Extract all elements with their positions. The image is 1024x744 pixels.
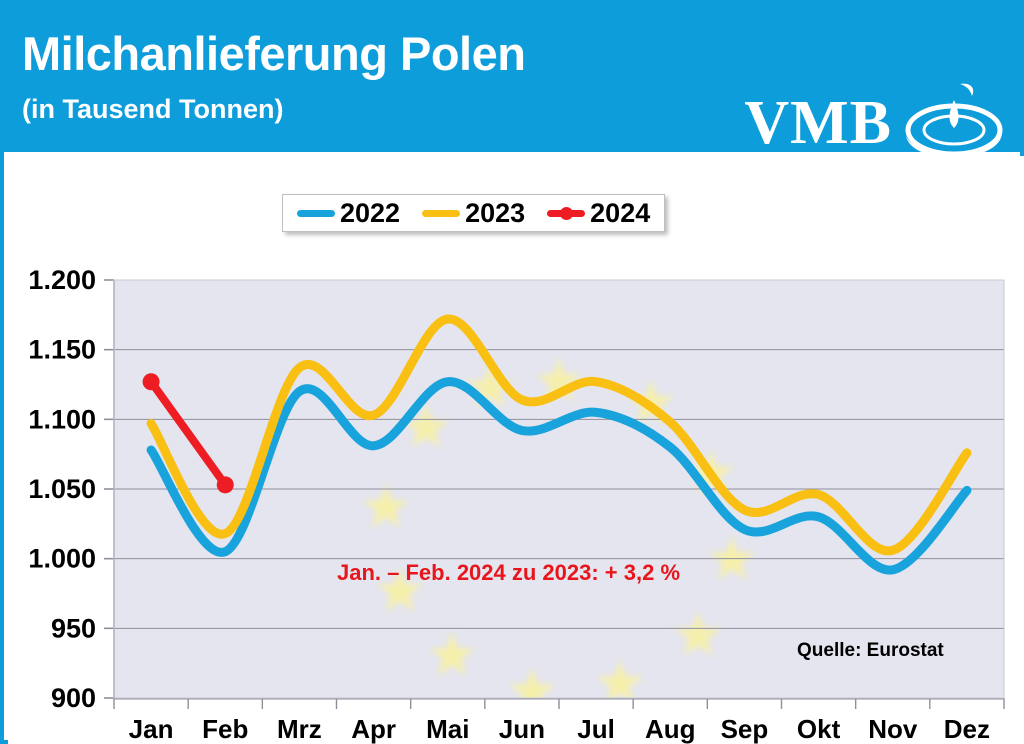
series-marker-2024	[142, 373, 160, 391]
x-tick-label: Aug	[645, 714, 696, 744]
x-tick-label: Mai	[426, 714, 469, 744]
vmb-wordmark: VMB	[744, 89, 892, 152]
page-subtitle: (in Tausend Tonnen)	[22, 94, 284, 124]
x-tick-label: Sep	[721, 714, 769, 744]
legend-swatch-2023	[422, 209, 461, 217]
series-marker-2024	[216, 476, 234, 494]
y-tick-label: 900	[51, 683, 96, 713]
x-axis-ticks	[113, 698, 1005, 709]
vmb-logo: VMB	[744, 78, 1006, 152]
series-line-2024	[147, 377, 230, 489]
x-tick-label: Okt	[797, 714, 841, 744]
legend-label-2023: 2023	[465, 197, 526, 228]
x-tick-label: Apr	[351, 714, 396, 744]
y-tick-label: 950	[51, 613, 96, 643]
data-series-group	[142, 314, 972, 575]
x-tick-label: Dez	[944, 714, 990, 744]
x-axis-labels: Jan Feb Mrz Apr Mai Jun Jul Aug Sep Okt Nov Dez	[129, 714, 990, 744]
legend-item-2023[interactable]: 2023	[422, 197, 526, 228]
legend-label-2022: 2022	[340, 197, 401, 228]
legend-swatch-2022	[297, 209, 335, 217]
x-tick-label: Jun	[499, 714, 545, 744]
header-band: Milchanlieferung Polen (in Tausend Tonne…	[4, 4, 1020, 152]
plot-border	[113, 279, 1005, 699]
y-tick-label: 1.150	[28, 335, 96, 365]
chart-card: 1.200 1.150 1.100 1.050 1.000 950 900 Jan Feb Mr…	[8, 156, 1024, 744]
legend-item-2022[interactable]: 2022	[297, 197, 401, 228]
x-tick-label: Jan	[129, 714, 174, 744]
page-title: Milchanlieferung Polen	[22, 27, 526, 80]
x-tick-label: Feb	[202, 714, 248, 744]
chart-svg: 1.200 1.150 1.100 1.050 1.000 950 900 Jan Feb Mr…	[28, 265, 1005, 744]
legend-label-2024: 2024	[590, 197, 651, 228]
legend-item-2024[interactable]: 2024	[547, 197, 651, 228]
milk-drop-icon	[898, 78, 1006, 152]
y-tick-label: 1.200	[28, 265, 96, 295]
y-tick-label: 1.050	[28, 474, 96, 504]
y-tick-label: 1.100	[28, 404, 96, 434]
legend-swatch-2024	[547, 206, 586, 220]
series-line-2022	[146, 377, 972, 575]
source-label: Quelle: Eurostat	[797, 640, 944, 661]
annotation-text: Jan. – Feb. 2024 zu 2023: + 3,2 %	[337, 560, 680, 585]
y-axis-labels: 1.200 1.150 1.100 1.050 1.000 950 900	[28, 265, 96, 713]
series-line-2023	[146, 314, 972, 556]
chart-legend: 2022 2023 2024	[282, 194, 666, 232]
chart-plot: 1.200 1.150 1.100 1.050 1.000 950 900 Jan Feb Mr…	[8, 156, 1024, 744]
x-tick-label: Mrz	[277, 714, 322, 744]
x-tick-label: Jul	[577, 714, 615, 744]
x-tick-label: Nov	[868, 714, 918, 744]
y-tick-label: 1.000	[28, 544, 96, 574]
